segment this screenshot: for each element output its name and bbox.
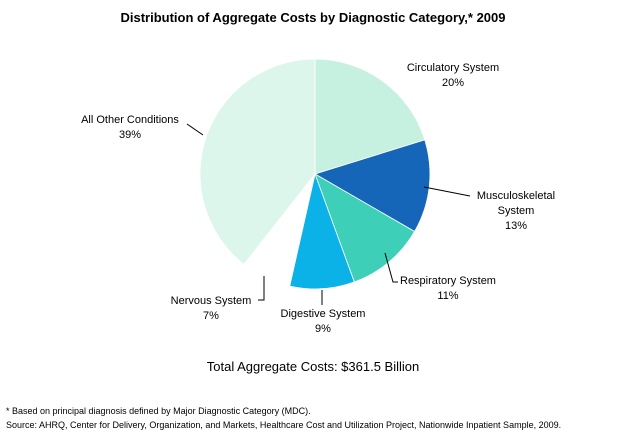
footnote-mdc: * Based on principal diagnosis defined b… bbox=[6, 406, 311, 416]
slice-label-musculoskeletal-system: Musculoskeletal System 13% bbox=[477, 190, 555, 232]
chart-title: Distribution of Aggregate Costs by Diagn… bbox=[120, 10, 505, 25]
slice-label-all-other-conditions: All Other Conditions 39% bbox=[81, 114, 179, 141]
leader-line-all-other-conditions bbox=[186, 123, 204, 136]
leader-lines bbox=[186, 123, 471, 305]
slice-labels: Circulatory System 20% Musculoskeletal Syst… bbox=[81, 62, 555, 335]
slice-label-respiratory-system: Respiratory System 11% bbox=[400, 275, 496, 302]
pie-outline bbox=[199, 58, 431, 290]
leader-line-musculoskeletal-system bbox=[423, 186, 471, 197]
slice-label-digestive-system: Digestive System 9% bbox=[281, 308, 366, 335]
leader-line-nervous-system bbox=[258, 276, 265, 301]
total-costs-label: Total Aggregate Costs: $361.5 Billion bbox=[207, 359, 419, 374]
footnote-source: Source: AHRQ, Center for Delivery, Organ… bbox=[6, 420, 561, 430]
leader-line-respiratory-system bbox=[384, 252, 398, 283]
pie-slices bbox=[199, 58, 431, 290]
slice-label-circulatory-system: Circulatory System 20% bbox=[407, 62, 499, 89]
slice-label-nervous-system: Nervous System 7% bbox=[171, 295, 252, 322]
